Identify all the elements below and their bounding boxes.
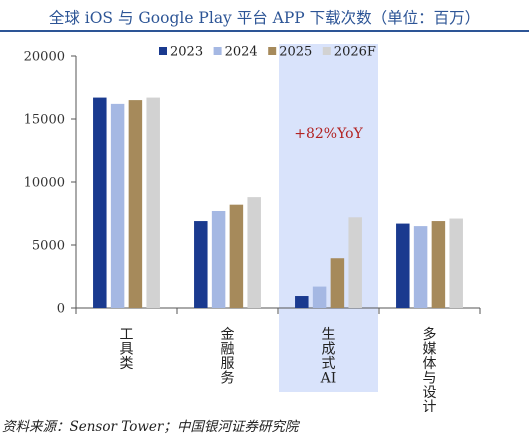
- x-category-label: 金融服务: [221, 327, 235, 387]
- title-rule: [0, 30, 529, 32]
- bar: [295, 296, 309, 308]
- bar: [449, 218, 463, 308]
- bar: [229, 204, 244, 308]
- bar-chart: 0 5000 10000 15000 20000 +82%YoY 工具类 金融服务 生成式 AI…: [24, 44, 481, 412]
- legend-label: 2024: [225, 45, 258, 60]
- bar: [431, 221, 446, 308]
- y-tick-label: 15000: [24, 113, 65, 128]
- y-tick-label: 10000: [24, 176, 65, 191]
- bar: [396, 223, 410, 308]
- x-category-label: 多媒体与设计: [423, 326, 437, 412]
- x-category-label: 工具类: [120, 327, 134, 372]
- source-note: 资料来源：Sensor Tower；中国银河证券研究院: [2, 419, 299, 435]
- bar: [413, 226, 428, 308]
- chart-title: 全球 iOS 与 Google Play 平台 APP 下载次数（单位：百万）: [48, 9, 481, 27]
- legend-swatch: [268, 47, 277, 55]
- y-tick-label: 5000: [32, 239, 65, 254]
- legend-swatch: [322, 47, 331, 55]
- bar: [211, 210, 226, 308]
- x-category-label: 生成式 AI: [320, 327, 337, 387]
- legend-swatch: [159, 47, 167, 55]
- bar: [247, 197, 261, 308]
- legend-swatch: [213, 47, 222, 55]
- bar: [330, 258, 345, 308]
- bar: [146, 97, 160, 308]
- y-tick-label: 20000: [24, 50, 65, 65]
- bar: [194, 221, 208, 308]
- legend-label: 2025: [279, 45, 312, 60]
- growth-annotation: +82%YoY: [294, 126, 363, 142]
- legend-label: 2023: [170, 45, 203, 60]
- legend-label: 2026F: [334, 45, 376, 60]
- y-tick-label: 0: [57, 302, 65, 317]
- bar: [110, 103, 125, 308]
- bar: [348, 217, 362, 308]
- bar: [128, 100, 143, 308]
- bar: [93, 97, 107, 308]
- bar: [312, 286, 327, 308]
